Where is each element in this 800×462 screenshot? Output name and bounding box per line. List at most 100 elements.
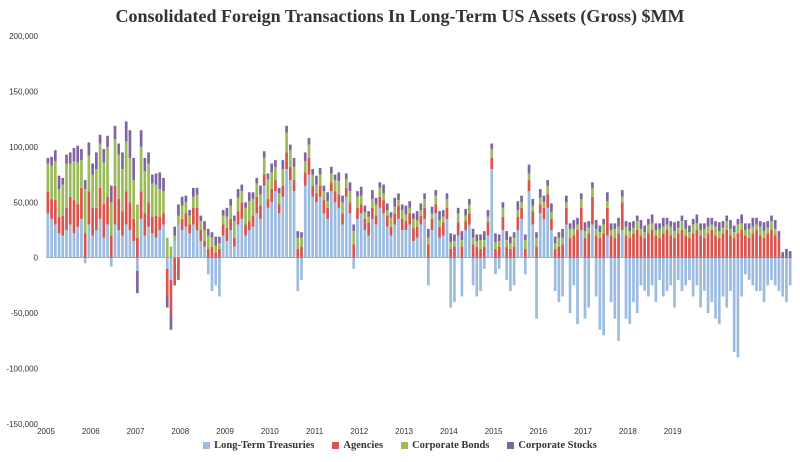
bar-segment bbox=[244, 235, 247, 258]
bar-segment bbox=[68, 224, 72, 258]
bar-segment bbox=[680, 257, 684, 291]
bar-segment bbox=[259, 194, 262, 206]
bar-segment bbox=[262, 151, 266, 158]
bar-segment bbox=[113, 185, 117, 225]
bar-segment bbox=[385, 210, 389, 216]
bar-segment bbox=[400, 210, 404, 219]
bar-segment bbox=[509, 243, 512, 249]
bar-segment bbox=[378, 182, 382, 188]
bar-segment bbox=[669, 235, 673, 258]
bar-segment bbox=[285, 169, 288, 258]
bar-segment bbox=[259, 205, 262, 219]
bar-segment bbox=[680, 215, 684, 222]
bar-segment bbox=[363, 218, 367, 230]
bar-segment bbox=[341, 195, 344, 203]
x-tick-label: 2014 bbox=[440, 427, 458, 436]
bar-segment bbox=[311, 196, 315, 258]
bar-segment bbox=[564, 207, 568, 225]
bar-segment bbox=[553, 236, 557, 244]
bar-segment bbox=[408, 201, 412, 208]
bar-segment bbox=[124, 191, 128, 225]
bar-segment bbox=[136, 271, 139, 294]
bar-segment bbox=[147, 226, 150, 258]
bar-segment bbox=[516, 210, 520, 217]
bar-segment bbox=[344, 173, 348, 179]
bar-segment bbox=[333, 191, 337, 203]
bar-segment bbox=[434, 190, 438, 196]
bar-segment bbox=[572, 235, 576, 258]
bar-segment bbox=[393, 224, 397, 258]
bar-segment bbox=[583, 231, 587, 238]
bar-segment bbox=[542, 218, 546, 258]
legend-item-long-term-treasuries: Long-Term Treasuries bbox=[203, 440, 314, 451]
bar-segment bbox=[173, 241, 177, 258]
bar-segment bbox=[247, 230, 251, 258]
bar-segment bbox=[747, 228, 751, 238]
bar-segment bbox=[359, 204, 363, 214]
bar-segment bbox=[464, 215, 467, 222]
bar-segment bbox=[602, 224, 605, 234]
bar-segment bbox=[236, 211, 240, 225]
bar-segment bbox=[688, 232, 691, 238]
bar-segment bbox=[247, 221, 251, 230]
bar-segment bbox=[475, 241, 479, 247]
bar-segment bbox=[191, 187, 195, 197]
bar-segment bbox=[303, 152, 307, 162]
bar-segment bbox=[300, 237, 303, 247]
bar-segment bbox=[650, 230, 654, 258]
bar-segment bbox=[177, 204, 180, 216]
bar-segment bbox=[550, 230, 553, 258]
bar-segment bbox=[658, 257, 661, 280]
bar-segment bbox=[408, 213, 412, 225]
bar-segment bbox=[203, 221, 206, 230]
bar-segment bbox=[415, 237, 419, 258]
bar-segment bbox=[464, 208, 467, 216]
x-tick-label: 2015 bbox=[485, 427, 503, 436]
bar-segment bbox=[740, 257, 743, 297]
bar-segment bbox=[546, 194, 550, 208]
bar-segment bbox=[154, 173, 158, 185]
bar-segment bbox=[292, 191, 296, 258]
bar-segment bbox=[165, 257, 169, 269]
bar-segment bbox=[61, 184, 65, 216]
bar-segment bbox=[80, 160, 83, 188]
bar-segment bbox=[676, 221, 680, 228]
bar-segment bbox=[109, 257, 113, 267]
bar-segment bbox=[736, 224, 740, 234]
bar-segment bbox=[68, 196, 72, 225]
bar-segment bbox=[464, 221, 467, 230]
bar-segment bbox=[680, 221, 684, 230]
bar-segment bbox=[781, 257, 785, 297]
bar-segment bbox=[162, 191, 165, 214]
bar-segment bbox=[602, 257, 605, 336]
bar-segment bbox=[367, 235, 370, 258]
bar-segment bbox=[307, 137, 311, 145]
bar-segment bbox=[158, 172, 162, 189]
bar-segment bbox=[497, 246, 501, 258]
bar-segment bbox=[520, 195, 523, 203]
bar-segment bbox=[546, 185, 550, 195]
bar-segment bbox=[661, 233, 665, 258]
y-tick-label: 150,000 bbox=[9, 87, 38, 96]
bar-segment bbox=[419, 210, 423, 216]
bar-segment bbox=[359, 186, 363, 196]
bar-segment bbox=[632, 227, 635, 234]
bar-segment bbox=[415, 211, 419, 221]
bar-segment bbox=[229, 198, 232, 206]
bar-segment bbox=[703, 257, 706, 291]
bar-segment bbox=[296, 237, 300, 249]
bar-segment bbox=[389, 217, 393, 227]
bar-segment bbox=[423, 193, 426, 199]
bar-segment bbox=[98, 187, 102, 219]
bar-segment bbox=[76, 162, 80, 205]
bar-segment bbox=[236, 188, 240, 198]
bar-segment bbox=[225, 241, 229, 258]
bar-segment bbox=[576, 217, 579, 225]
bar-segment bbox=[490, 149, 494, 158]
bar-segment bbox=[382, 200, 385, 214]
bar-segment bbox=[714, 226, 717, 236]
bar-segment bbox=[661, 217, 665, 227]
bar-segment bbox=[706, 217, 710, 227]
bar-segment bbox=[550, 203, 553, 213]
bar-segment bbox=[180, 196, 184, 206]
